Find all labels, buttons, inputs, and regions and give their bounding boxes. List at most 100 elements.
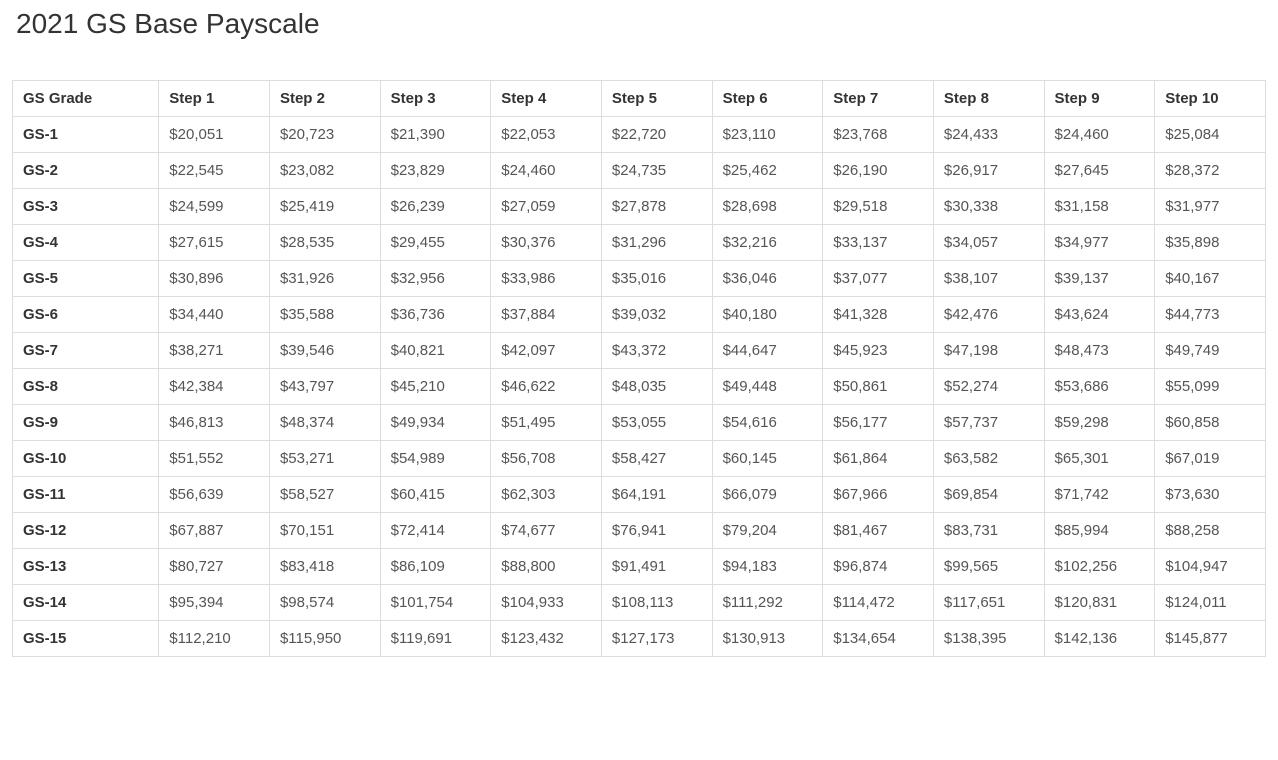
table-row: GS-13$80,727$83,418$86,109$88,800$91,491… xyxy=(13,549,1266,585)
step-header: Step 4 xyxy=(491,81,602,117)
value-cell: $24,460 xyxy=(1044,117,1155,153)
value-cell: $25,419 xyxy=(269,189,380,225)
grade-cell: GS-15 xyxy=(13,621,159,657)
value-cell: $34,440 xyxy=(159,297,270,333)
value-cell: $53,055 xyxy=(601,405,712,441)
value-cell: $22,053 xyxy=(491,117,602,153)
grade-cell: GS-13 xyxy=(13,549,159,585)
grade-cell: GS-11 xyxy=(13,477,159,513)
grade-cell: GS-8 xyxy=(13,369,159,405)
value-cell: $119,691 xyxy=(380,621,491,657)
value-cell: $31,158 xyxy=(1044,189,1155,225)
value-cell: $30,338 xyxy=(933,189,1044,225)
value-cell: $37,884 xyxy=(491,297,602,333)
table-row: GS-8$42,384$43,797$45,210$46,622$48,035$… xyxy=(13,369,1266,405)
value-cell: $124,011 xyxy=(1155,585,1266,621)
table-header-row: GS Grade Step 1 Step 2 Step 3 Step 4 Ste… xyxy=(13,81,1266,117)
value-cell: $74,677 xyxy=(491,513,602,549)
step-header: Step 10 xyxy=(1155,81,1266,117)
value-cell: $98,574 xyxy=(269,585,380,621)
step-header: Step 2 xyxy=(269,81,380,117)
value-cell: $46,813 xyxy=(159,405,270,441)
value-cell: $66,079 xyxy=(712,477,823,513)
value-cell: $60,145 xyxy=(712,441,823,477)
value-cell: $27,615 xyxy=(159,225,270,261)
value-cell: $85,994 xyxy=(1044,513,1155,549)
value-cell: $120,831 xyxy=(1044,585,1155,621)
value-cell: $127,173 xyxy=(601,621,712,657)
value-cell: $96,874 xyxy=(823,549,934,585)
value-cell: $56,708 xyxy=(491,441,602,477)
value-cell: $50,861 xyxy=(823,369,934,405)
value-cell: $51,552 xyxy=(159,441,270,477)
value-cell: $60,858 xyxy=(1155,405,1266,441)
grade-cell: GS-3 xyxy=(13,189,159,225)
grade-cell: GS-9 xyxy=(13,405,159,441)
value-cell: $67,887 xyxy=(159,513,270,549)
value-cell: $94,183 xyxy=(712,549,823,585)
value-cell: $48,035 xyxy=(601,369,712,405)
value-cell: $83,418 xyxy=(269,549,380,585)
value-cell: $22,545 xyxy=(159,153,270,189)
grade-cell: GS-14 xyxy=(13,585,159,621)
value-cell: $42,384 xyxy=(159,369,270,405)
value-cell: $33,986 xyxy=(491,261,602,297)
value-cell: $29,518 xyxy=(823,189,934,225)
value-cell: $65,301 xyxy=(1044,441,1155,477)
value-cell: $39,546 xyxy=(269,333,380,369)
grade-cell: GS-6 xyxy=(13,297,159,333)
value-cell: $38,271 xyxy=(159,333,270,369)
value-cell: $123,432 xyxy=(491,621,602,657)
grade-cell: GS-10 xyxy=(13,441,159,477)
table-row: GS-15$112,210$115,950$119,691$123,432$12… xyxy=(13,621,1266,657)
value-cell: $73,630 xyxy=(1155,477,1266,513)
page-title: 2021 GS Base Payscale xyxy=(16,8,1266,40)
value-cell: $27,645 xyxy=(1044,153,1155,189)
value-cell: $52,274 xyxy=(933,369,1044,405)
value-cell: $72,414 xyxy=(380,513,491,549)
value-cell: $21,390 xyxy=(380,117,491,153)
value-cell: $25,084 xyxy=(1155,117,1266,153)
table-row: GS-7$38,271$39,546$40,821$42,097$43,372$… xyxy=(13,333,1266,369)
value-cell: $32,216 xyxy=(712,225,823,261)
value-cell: $67,019 xyxy=(1155,441,1266,477)
value-cell: $22,720 xyxy=(601,117,712,153)
value-cell: $43,372 xyxy=(601,333,712,369)
value-cell: $33,137 xyxy=(823,225,934,261)
value-cell: $88,800 xyxy=(491,549,602,585)
value-cell: $26,239 xyxy=(380,189,491,225)
value-cell: $83,731 xyxy=(933,513,1044,549)
value-cell: $34,977 xyxy=(1044,225,1155,261)
value-cell: $80,727 xyxy=(159,549,270,585)
value-cell: $44,773 xyxy=(1155,297,1266,333)
value-cell: $81,467 xyxy=(823,513,934,549)
value-cell: $28,698 xyxy=(712,189,823,225)
value-cell: $69,854 xyxy=(933,477,1044,513)
value-cell: $23,829 xyxy=(380,153,491,189)
value-cell: $35,016 xyxy=(601,261,712,297)
value-cell: $134,654 xyxy=(823,621,934,657)
table-row: GS-12$67,887$70,151$72,414$74,677$76,941… xyxy=(13,513,1266,549)
value-cell: $58,527 xyxy=(269,477,380,513)
value-cell: $24,735 xyxy=(601,153,712,189)
value-cell: $31,977 xyxy=(1155,189,1266,225)
value-cell: $49,448 xyxy=(712,369,823,405)
value-cell: $29,455 xyxy=(380,225,491,261)
value-cell: $138,395 xyxy=(933,621,1044,657)
value-cell: $27,878 xyxy=(601,189,712,225)
value-cell: $57,737 xyxy=(933,405,1044,441)
step-header: Step 5 xyxy=(601,81,712,117)
value-cell: $35,588 xyxy=(269,297,380,333)
table-row: GS-5$30,896$31,926$32,956$33,986$35,016$… xyxy=(13,261,1266,297)
value-cell: $111,292 xyxy=(712,585,823,621)
value-cell: $54,989 xyxy=(380,441,491,477)
value-cell: $20,051 xyxy=(159,117,270,153)
grade-cell: GS-5 xyxy=(13,261,159,297)
value-cell: $43,797 xyxy=(269,369,380,405)
value-cell: $23,082 xyxy=(269,153,380,189)
value-cell: $53,686 xyxy=(1044,369,1155,405)
value-cell: $86,109 xyxy=(380,549,491,585)
value-cell: $115,950 xyxy=(269,621,380,657)
value-cell: $114,472 xyxy=(823,585,934,621)
value-cell: $48,473 xyxy=(1044,333,1155,369)
